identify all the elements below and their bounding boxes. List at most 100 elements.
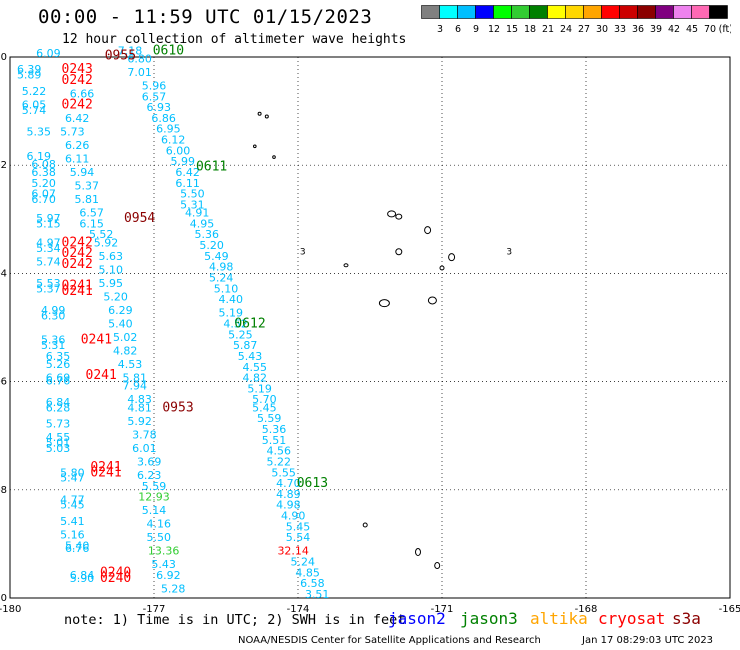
wave-height-value: 6.15 — [79, 217, 104, 230]
wave-height-value: 5.43 — [238, 350, 263, 363]
wave-height-value: 5.80 — [60, 466, 85, 479]
wave-height-value: 6.57 — [79, 207, 104, 220]
wave-height-value: 4.55 — [243, 361, 268, 374]
pass-time-label: 0241 — [90, 465, 121, 480]
wave-height-value: 5.99 — [171, 155, 196, 168]
legend-label: 27 — [578, 24, 590, 35]
wave-height-value: 6.42 — [65, 112, 90, 125]
pass-time-label: 0242 — [62, 235, 93, 250]
wave-height-value: 6.35 — [46, 350, 71, 363]
wave-height-value: 5.95 — [99, 277, 124, 290]
wave-height-value: 4.97 — [36, 236, 61, 249]
wave-height-value: 5.24 — [291, 556, 316, 569]
wave-height-value: 5.87 — [233, 339, 258, 352]
wave-height-value: 5.25 — [228, 328, 253, 341]
wave-height-value: 5.03 — [46, 442, 71, 455]
wave-height-value: 6.70 — [31, 193, 56, 206]
island-outline — [257, 111, 262, 116]
legend-label: 18 — [524, 24, 536, 35]
wave-height-value: 6.26 — [65, 139, 90, 152]
wave-height-value: 6.29 — [108, 304, 133, 317]
island-outline — [272, 155, 276, 159]
wave-height-value: 5.92 — [94, 236, 119, 249]
legend-label: 6 — [455, 24, 461, 35]
wave-height-value: 6.28 — [46, 401, 71, 414]
wave-height-value: 5.47 — [60, 472, 85, 485]
pass-time-label: 0243 — [62, 62, 93, 77]
wave-height-value: 5.36 — [41, 334, 66, 347]
wave-height-value: 6.84 — [70, 569, 95, 582]
wave-height-value: 5.59 — [257, 412, 282, 425]
map-subtitle: 12 hour collection of altimeter wave hei… — [62, 32, 407, 47]
wave-height-value: 4.91 — [185, 207, 210, 220]
wave-height-value: 5.81 — [123, 372, 148, 385]
y-tick-label: -2 — [0, 160, 7, 171]
wave-height-value: 5.51 — [262, 434, 287, 447]
wave-height-value: 5.49 — [204, 250, 229, 263]
island-outline — [395, 213, 403, 220]
wave-height-value: 5.74 — [22, 104, 47, 117]
wave-height-value: 6.84 — [46, 396, 71, 409]
wave-height-value: 5.53 — [36, 277, 61, 290]
wave-height-value: 4.90 — [281, 510, 306, 523]
wave-height-value: 5.37 — [36, 282, 61, 295]
wave-height-value: 5.81 — [75, 193, 100, 206]
wave-height-value: 5.50 — [147, 531, 172, 544]
wave-height-value: 5.22 — [267, 455, 292, 468]
pass-time-label: 0241 — [62, 279, 93, 294]
wave-height-value: 6.93 — [147, 101, 172, 114]
wave-height-value: 5.36 — [195, 228, 220, 241]
legend-label: 12 — [488, 24, 500, 35]
wave-height-value: 7.94 — [123, 380, 148, 393]
wave-height-value: 5.74 — [36, 255, 61, 268]
legend-label: 30 — [596, 24, 608, 35]
island-outline — [439, 265, 445, 271]
wave-height-value: 5.55 — [271, 466, 296, 479]
legend-label: 33 — [614, 24, 626, 35]
wave-height-value: 5.10 — [214, 282, 239, 295]
wave-height-value: 5.59 — [142, 480, 167, 493]
wave-height-value: 5.19 — [247, 382, 272, 395]
wave-height-value: 5.73 — [46, 418, 71, 431]
wave-height-value: 5.37 — [75, 180, 100, 193]
wave-height-value: 6.05 — [22, 98, 47, 111]
wave-height-value: 5.31 — [41, 339, 66, 352]
wave-height-value: 6.09 — [36, 47, 61, 60]
legend-swatch — [709, 5, 728, 19]
x-tick-label: -177 — [143, 604, 166, 615]
wave-height-value: 4.98 — [209, 261, 234, 274]
wave-height-value: 7.01 — [127, 66, 152, 79]
wave-height-value: 5.63 — [99, 250, 124, 263]
pass-time-label: 0240 — [100, 571, 131, 586]
island-outline — [395, 248, 403, 256]
wave-height-value: 4.98 — [276, 499, 301, 512]
wave-height-value: 5.35 — [27, 125, 52, 138]
wave-height-value: 5.97 — [36, 212, 61, 225]
wave-height-value: 6.95 — [156, 123, 181, 136]
island-outline — [415, 548, 421, 557]
wave-height-value: 6.86 — [151, 112, 176, 125]
island-outline — [378, 299, 390, 308]
x-tick-label: -168 — [575, 604, 598, 615]
y-tick-label: -6 — [0, 377, 7, 388]
legend-label: 39 — [650, 24, 662, 35]
wave-height-value: 5.70 — [252, 393, 277, 406]
pass-time-label: 0242 — [62, 246, 93, 261]
y-tick-label: 0 — [1, 52, 7, 63]
wave-height-value: 4.83 — [127, 393, 152, 406]
island-outline — [253, 144, 257, 149]
wave-height-value: 4.89 — [276, 488, 301, 501]
legend-label: 9 — [473, 24, 479, 35]
wave-height-value: 5.26 — [46, 358, 71, 371]
timestamp-text: Jan 17 08:29:03 UTC 2023 — [582, 635, 714, 646]
island-outline — [264, 114, 269, 119]
wave-height-value: 6.01 — [132, 442, 157, 455]
wave-height-value: 4.16 — [147, 518, 172, 531]
pass-time-label: 0955 — [105, 49, 136, 64]
satellite-cryosat: cryosat — [598, 609, 666, 628]
wave-height-value: 6.07 — [31, 188, 56, 201]
y-tick-label: -8 — [0, 485, 7, 496]
wave-height-value: 4.52 — [223, 318, 248, 331]
island-outline — [343, 263, 349, 268]
